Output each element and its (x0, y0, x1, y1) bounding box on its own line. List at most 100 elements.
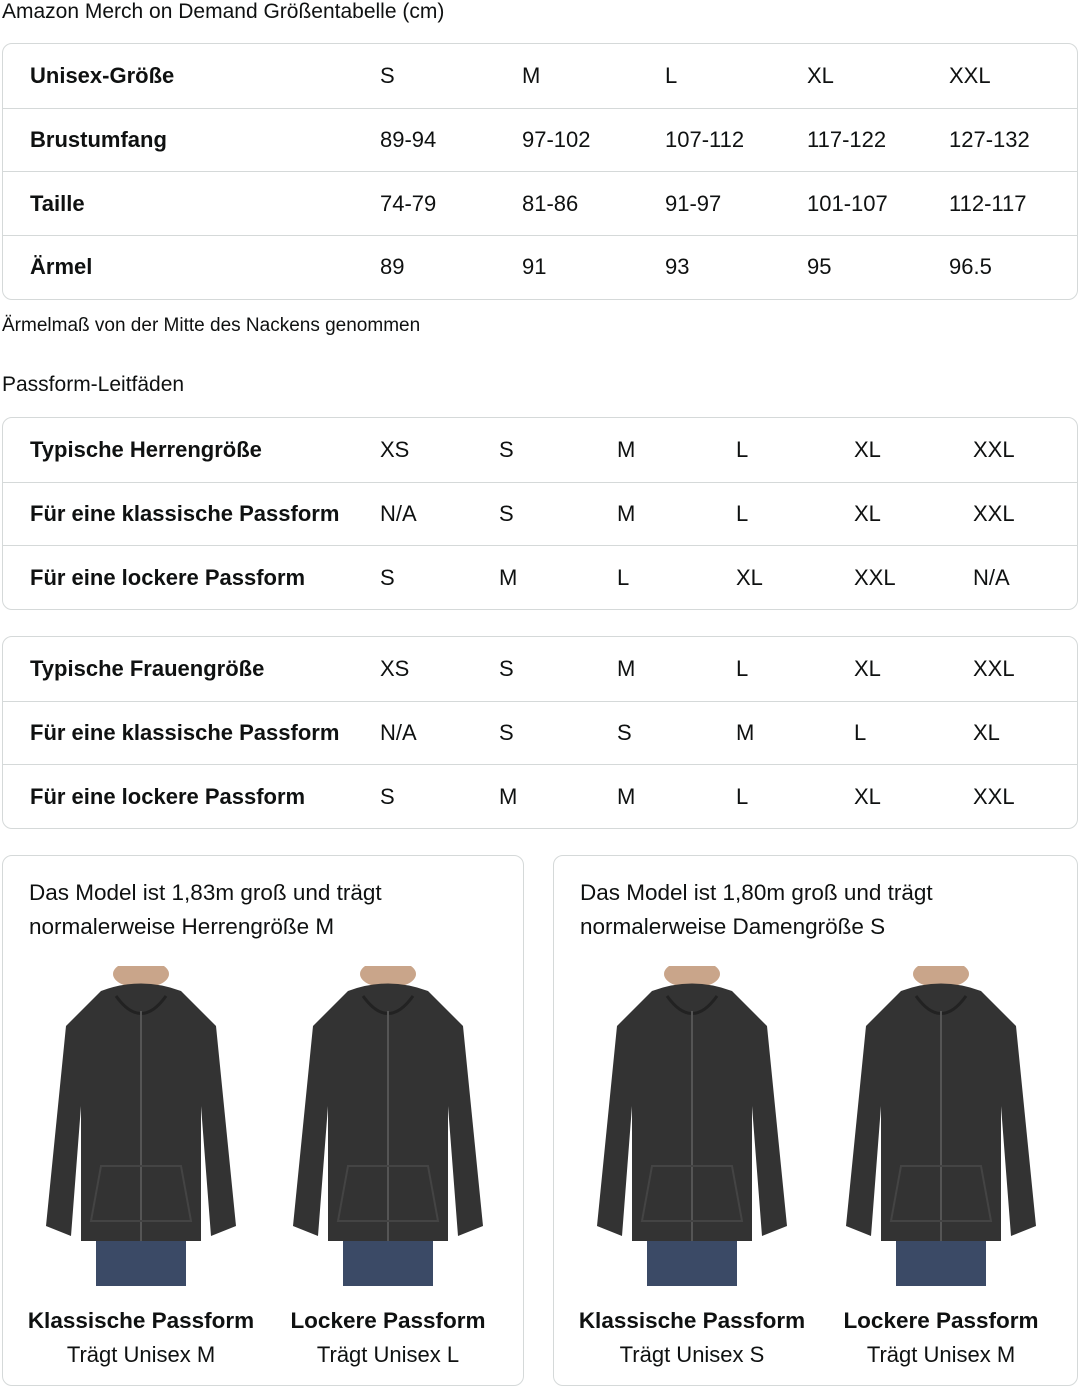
table-cell: L (665, 62, 678, 88)
table-cell: S (499, 720, 514, 746)
table-cell: 91-97 (665, 190, 722, 216)
hoodie-image (46, 966, 236, 1286)
table-cell: 89 (380, 254, 405, 280)
model-figure: Klassische Passform Trägt Unisex M (21, 966, 261, 1368)
table-cell: M (736, 720, 755, 746)
table-row: Taille 74-79 81-86 91-97 101-107 112-117 (3, 171, 1077, 235)
row-label: Brustumfang (30, 127, 167, 153)
row-label: Für eine lockere Passform (30, 564, 306, 590)
model-figure: Lockere Passform Trägt Unisex L (268, 966, 508, 1368)
table-cell: XXL (973, 655, 1015, 681)
table-row: Für eine klassische Passform N/A S M L XL XXL (3, 481, 1077, 546)
table-cell: XXL (973, 783, 1015, 809)
table-cell: 81-86 (522, 190, 579, 216)
table-cell: S (380, 62, 395, 88)
table-cell: 74-79 (380, 190, 437, 216)
table-cell: 91 (522, 254, 547, 280)
table-cell: XS (380, 655, 410, 681)
table-cell: XS (380, 436, 410, 462)
row-label: Ärmel (30, 254, 93, 280)
table-cell: M (617, 501, 636, 527)
table-cell: XL (973, 720, 1000, 746)
table-cell: N/A (973, 564, 1010, 590)
table-row: Typische Herrengröße XS S M L XL XXL (3, 418, 1077, 482)
fit-subtitle: Trägt Unisex M (866, 1342, 1016, 1367)
row-label: Für eine lockere Passform (30, 783, 306, 809)
table-cell: XL (807, 62, 834, 88)
table-cell: 112-117 (949, 190, 1027, 216)
table-cell: 89-94 (380, 127, 437, 153)
table-cell: S (499, 655, 514, 681)
model-figure: Klassische Passform Trägt Unisex S (572, 966, 812, 1368)
table-cell: M (617, 783, 636, 809)
table-cell: 107-112 (665, 127, 745, 153)
table-cell: 93 (665, 254, 690, 280)
table-row: Ärmel 89 91 93 95 96.5 (3, 235, 1077, 299)
page-title: Amazon Merch on Demand Größentabelle (cm… (2, 0, 445, 23)
table-cell: S (499, 436, 514, 462)
table-cell: S (380, 783, 395, 809)
table-cell: M (617, 655, 636, 681)
row-label: Unisex-Größe (30, 62, 175, 88)
table-cell: XL (854, 783, 881, 809)
model-caption: Das Model ist 1,80m groß und trägt norma… (580, 880, 933, 939)
table-cell: XL (854, 655, 881, 681)
table-cell: 95 (807, 254, 832, 280)
table-row: Für eine lockere Passform S M M L XL XXL (3, 764, 1077, 828)
model-card-men: Das Model ist 1,83m groß und trägt norma… (2, 855, 524, 1386)
table-cell: L (736, 783, 749, 809)
hoodie-image (293, 966, 483, 1286)
table-cell: XXL (854, 564, 896, 590)
table-cell: 96.5 (949, 254, 992, 280)
table-row: Für eine lockere Passform S M L XL XXL N/A (3, 545, 1077, 609)
row-label: Typische Herrengröße (30, 436, 262, 462)
row-label: Für eine klassische Passform (30, 720, 340, 746)
table-cell: L (736, 436, 749, 462)
model-caption: Das Model ist 1,83m groß und trägt norma… (29, 880, 382, 939)
model-figure: Lockere Passform Trägt Unisex M (821, 966, 1061, 1368)
table-cell: S (617, 720, 632, 746)
women-fit-table: Typische Frauengröße XS S M L XL XXL Für eine k… (2, 636, 1078, 830)
table-cell: S (499, 501, 514, 527)
row-label: Für eine klassische Passform (30, 501, 340, 527)
table-cell: N/A (380, 501, 417, 527)
table-cell: S (380, 564, 395, 590)
table-cell: N/A (380, 720, 417, 746)
fit-subtitle: Trägt Unisex M (66, 1342, 216, 1367)
table-cell: M (617, 436, 636, 462)
fit-subtitle: Trägt Unisex S (619, 1342, 765, 1367)
men-fit-table: Typische Herrengröße XS S M L XL XXL Für eine k… (2, 417, 1078, 611)
table-cell: L (617, 564, 630, 590)
row-label: Taille (30, 190, 85, 216)
model-card-women: Das Model ist 1,80m groß und trägt norma… (553, 855, 1078, 1386)
table-cell: 127-132 (949, 127, 1030, 153)
table-cell: XL (736, 564, 763, 590)
hoodie-image (846, 966, 1036, 1286)
fit-heading: Passform-Leitfäden (2, 373, 185, 396)
fit-subtitle: Trägt Unisex L (316, 1342, 460, 1367)
fit-title: Klassische Passform (578, 1308, 806, 1333)
table-row: Für eine klassische Passform N/A S S M L XL (3, 700, 1077, 765)
row-label: Typische Frauengröße (30, 655, 265, 681)
table-cell: L (854, 720, 867, 746)
table-cell: XL (854, 501, 881, 527)
table-cell: XL (854, 436, 881, 462)
size-table: Unisex-Größe S M L XL XXL Brustumfang 89-94 97-1… (2, 43, 1078, 300)
table-row: Unisex-Größe S M L XL XXL (3, 44, 1077, 108)
fit-title: Lockere Passform (290, 1308, 486, 1333)
table-row: Brustumfang 89-94 97-102 107-112 117-122 127-… (3, 107, 1077, 172)
table-cell: 101-107 (807, 190, 888, 216)
table-cell: M (499, 783, 518, 809)
hoodie-image (597, 966, 787, 1286)
fit-title: Klassische Passform (27, 1308, 255, 1333)
sleeve-note: Ärmelmaß von der Mitte des Nackens genom… (2, 315, 421, 336)
table-cell: M (499, 564, 518, 590)
table-cell: XXL (973, 436, 1015, 462)
table-cell: XXL (973, 501, 1015, 527)
table-cell: 97-102 (522, 127, 591, 153)
table-cell: XXL (949, 62, 991, 88)
table-cell: M (522, 62, 541, 88)
table-cell: L (736, 655, 749, 681)
table-row: Typische Frauengröße XS S M L XL XXL (3, 637, 1077, 701)
fit-title: Lockere Passform (843, 1308, 1039, 1333)
